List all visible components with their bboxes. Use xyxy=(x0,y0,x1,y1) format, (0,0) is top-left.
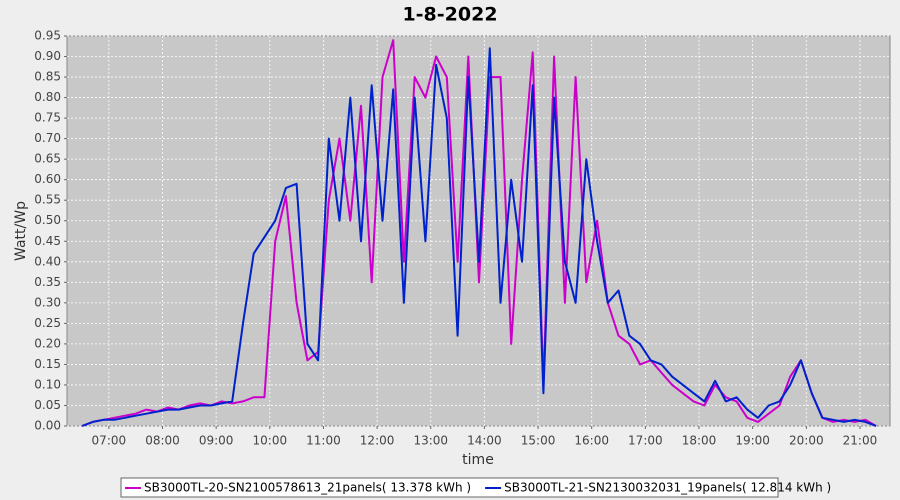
y-tick-label: 0.70 xyxy=(34,131,61,145)
chart-title: 1-8-2022 xyxy=(402,4,497,26)
legend-box xyxy=(120,477,779,498)
y-tick-label: 0.45 xyxy=(34,234,61,248)
x-tick-label: 15:00 xyxy=(521,434,556,448)
x-tick-label: 09:00 xyxy=(199,434,234,448)
x-tick-label: 14:00 xyxy=(467,434,502,448)
y-tick-label: 0.05 xyxy=(34,398,61,412)
x-axis-label: time xyxy=(462,452,494,468)
y-tick-label: 0.85 xyxy=(34,70,61,84)
y-tick-label: 0.00 xyxy=(34,419,61,433)
y-axis-label: Watt/Wp xyxy=(13,201,29,261)
x-tick-label: 19:00 xyxy=(735,434,770,448)
y-tick-label: 0.15 xyxy=(34,357,61,371)
legend-label: SB3000TL-20-SN2100578613_21panels( 13.37… xyxy=(144,481,471,495)
x-tick-label: 17:00 xyxy=(628,434,663,448)
y-tick-label: 0.55 xyxy=(34,193,61,207)
plot-area xyxy=(66,35,891,427)
y-tick-label: 0.95 xyxy=(34,29,61,43)
x-tick-label: 21:00 xyxy=(843,434,878,448)
y-tick-label: 0.20 xyxy=(34,336,61,350)
y-tick-label: 0.35 xyxy=(34,275,61,289)
x-tick-label: 10:00 xyxy=(253,434,288,448)
y-tick-label: 0.80 xyxy=(34,90,61,104)
y-tick-label: 0.40 xyxy=(34,254,61,268)
x-tick-label: 16:00 xyxy=(574,434,609,448)
y-tick-label: 0.30 xyxy=(34,295,61,309)
y-tick-label: 0.10 xyxy=(34,377,61,391)
x-tick-label: 20:00 xyxy=(789,434,824,448)
y-tick-label: 0.75 xyxy=(34,111,61,125)
x-tick-label: 11:00 xyxy=(306,434,341,448)
y-tick-label: 0.65 xyxy=(34,152,61,166)
legend-label: SB3000TL-21-SN2130032031_19panels( 12.81… xyxy=(504,481,831,495)
x-tick-label: 07:00 xyxy=(92,434,127,448)
x-tick-label: 12:00 xyxy=(360,434,395,448)
x-tick-label: 13:00 xyxy=(413,434,448,448)
y-tick-label: 0.25 xyxy=(34,316,61,330)
y-tick-label: 0.90 xyxy=(34,49,61,63)
y-tick-label: 0.60 xyxy=(34,172,61,186)
series-line xyxy=(81,47,877,427)
x-tick-label: 18:00 xyxy=(682,434,717,448)
y-tick-label: 0.50 xyxy=(34,213,61,227)
x-tick-label: 08:00 xyxy=(145,434,180,448)
